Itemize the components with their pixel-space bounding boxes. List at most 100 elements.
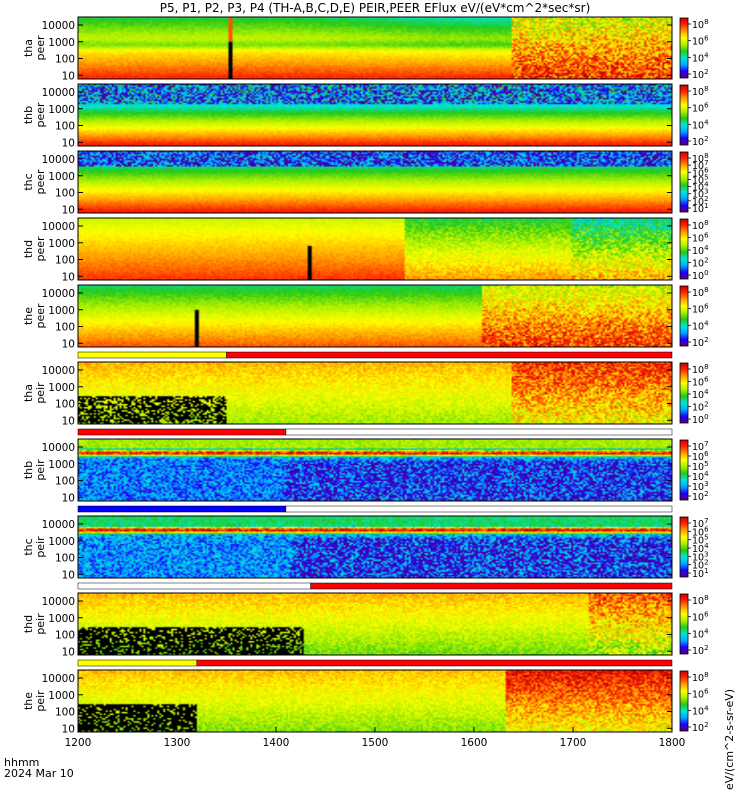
panel-ylabel-probe: thb (22, 461, 35, 479)
y-tick-label: 10 (62, 723, 75, 735)
colorbar-tick-label: 105 (692, 534, 709, 547)
panel-ylabel-species: peer (34, 169, 47, 195)
status-segment (285, 505, 673, 513)
date-label: 2024 Mar 10 (4, 767, 74, 780)
time-axis: 1200 1300 1400 1500 1600 1700 1800 (65, 727, 686, 749)
panel-frame (77, 592, 673, 656)
spectrogram-image (78, 17, 672, 79)
y-tick-label: 10000 (42, 673, 75, 685)
panel-ylabel-probe: thd (22, 615, 35, 633)
colorbar-tick-label: 108 (692, 219, 709, 232)
panel-thc-peer: 10 100 1000 10000 thc peer 1011021031041051061… (22, 150, 709, 216)
status-bar-thb-peir (77, 428, 673, 436)
colorbar-tick-label: 102 (692, 195, 709, 208)
colorbar-tick-label: 108 (692, 286, 709, 299)
colorbar-gradient (679, 593, 689, 655)
panel-thb-peer: 10 100 1000 10000 thb peer 102 104 106 108 (22, 83, 709, 149)
y-tick-label: 10 (62, 70, 75, 82)
y-tick-label: 10 (62, 569, 75, 581)
y-tick-label: 10 (62, 492, 75, 504)
y-tick-label: 1000 (48, 613, 75, 625)
y-tick-label: 10 (62, 646, 75, 658)
colorbar-thb-peer: 102 104 106 108 (679, 84, 709, 148)
figure-title: P5, P1, P2, P3, P4 (TH-A,B,C,D,E) PEIR,P… (160, 1, 591, 15)
colorbar-tick-label: 108 (692, 152, 709, 165)
y-tick-label: 100 (55, 630, 75, 642)
y-tick-label: 10 (62, 271, 75, 283)
status-segment (285, 428, 673, 436)
spectrogram-image (78, 285, 672, 347)
colorbar-tick-label: 106 (692, 102, 709, 115)
y-tick-label: 10 (62, 338, 75, 350)
y-tick-label: 100 (55, 255, 75, 267)
y-tick-label: 1000 (48, 382, 75, 394)
panel-frame (77, 438, 673, 502)
spectrogram-image (78, 84, 672, 146)
status-segment (77, 351, 227, 359)
colorbar-gradient (679, 17, 689, 79)
panel-ylabel-species: peir (34, 382, 47, 404)
colorbar-thd-peir: 102 104 106 108 (679, 593, 709, 657)
x-tick-label: 1400 (263, 737, 290, 749)
panel-ylabel-probe: the (22, 307, 35, 325)
colorbar-tick-label: 105 (692, 173, 709, 186)
colorbar-tick-label: 106 (692, 166, 709, 179)
x-tick-label: 1600 (461, 737, 488, 749)
colorbar-tick-label: 106 (692, 35, 709, 48)
colorbar-tick-label: 103 (692, 550, 709, 563)
x-tick-label: 1500 (362, 737, 389, 749)
panel-the-peer: 10 100 1000 10000 the peer 102 104 106 108 (22, 284, 709, 350)
colorbar-tick-label: 108 (692, 671, 709, 684)
colorbar-tick-label: 100 (692, 413, 709, 426)
panel-ylabel-species: peer (34, 236, 47, 262)
colorbar-tick-label: 103 (692, 188, 709, 201)
colorbar-tick-label: 107 (692, 517, 709, 530)
panel-ylabel-species: peir (34, 613, 47, 635)
colorbar-tick-label: 104 (692, 319, 709, 332)
colorbar-tick-label: 102 (692, 401, 709, 414)
status-segment (196, 659, 673, 667)
status-bar-thd-peir (77, 582, 673, 590)
colorbar-tick-label: 104 (692, 51, 709, 64)
y-tick-label: 10 (62, 204, 75, 216)
panel-frame (77, 16, 673, 80)
colorbar-tick-label: 108 (692, 85, 709, 98)
y-tick-label: 1000 (48, 104, 75, 116)
status-segment (226, 351, 673, 359)
colorbar-gradient (679, 84, 689, 146)
time-axis-label: hhmm (4, 756, 39, 769)
colorbar-tick-label: 102 (692, 68, 709, 81)
panel-ylabel-probe: thd (22, 240, 35, 258)
panel-thd-peir: 10 100 1000 10000 thd peir 102 104 106 108 (22, 592, 709, 658)
panel-the-peir: 10 100 1000 10000 the peir 102 104 106 108 (22, 669, 709, 735)
colorbar-tick-label: 101 (692, 202, 709, 215)
panel-ylabel-species: peir (34, 536, 47, 558)
colorbar-tick-label: 104 (692, 181, 709, 194)
colorbar-tick-label: 108 (692, 594, 709, 607)
colorbar-tick-label: 102 (692, 721, 709, 734)
y-tick-label: 1000 (48, 37, 75, 49)
y-tick-label: 10000 (42, 154, 75, 166)
y-tick-label: 100 (55, 322, 75, 334)
y-tick-label: 100 (55, 399, 75, 411)
y-tick-label: 1000 (48, 238, 75, 250)
panel-ylabel-species: peer (34, 303, 47, 329)
x-tick-label: 1300 (164, 737, 191, 749)
panel-ylabel-species: peir (34, 690, 47, 712)
status-segment (77, 505, 287, 513)
y-tick-label: 10000 (42, 288, 75, 300)
colorbar-tick-label: 104 (692, 470, 709, 483)
colorbar-tick-label: 106 (692, 303, 709, 316)
x-tick-label: 1800 (659, 737, 686, 749)
panel-frame (77, 284, 673, 348)
panel-ylabel-species: peir (34, 459, 47, 481)
colorbar-the-peer: 102 104 106 108 (679, 285, 709, 349)
y-tick-label: 100 (55, 54, 75, 66)
